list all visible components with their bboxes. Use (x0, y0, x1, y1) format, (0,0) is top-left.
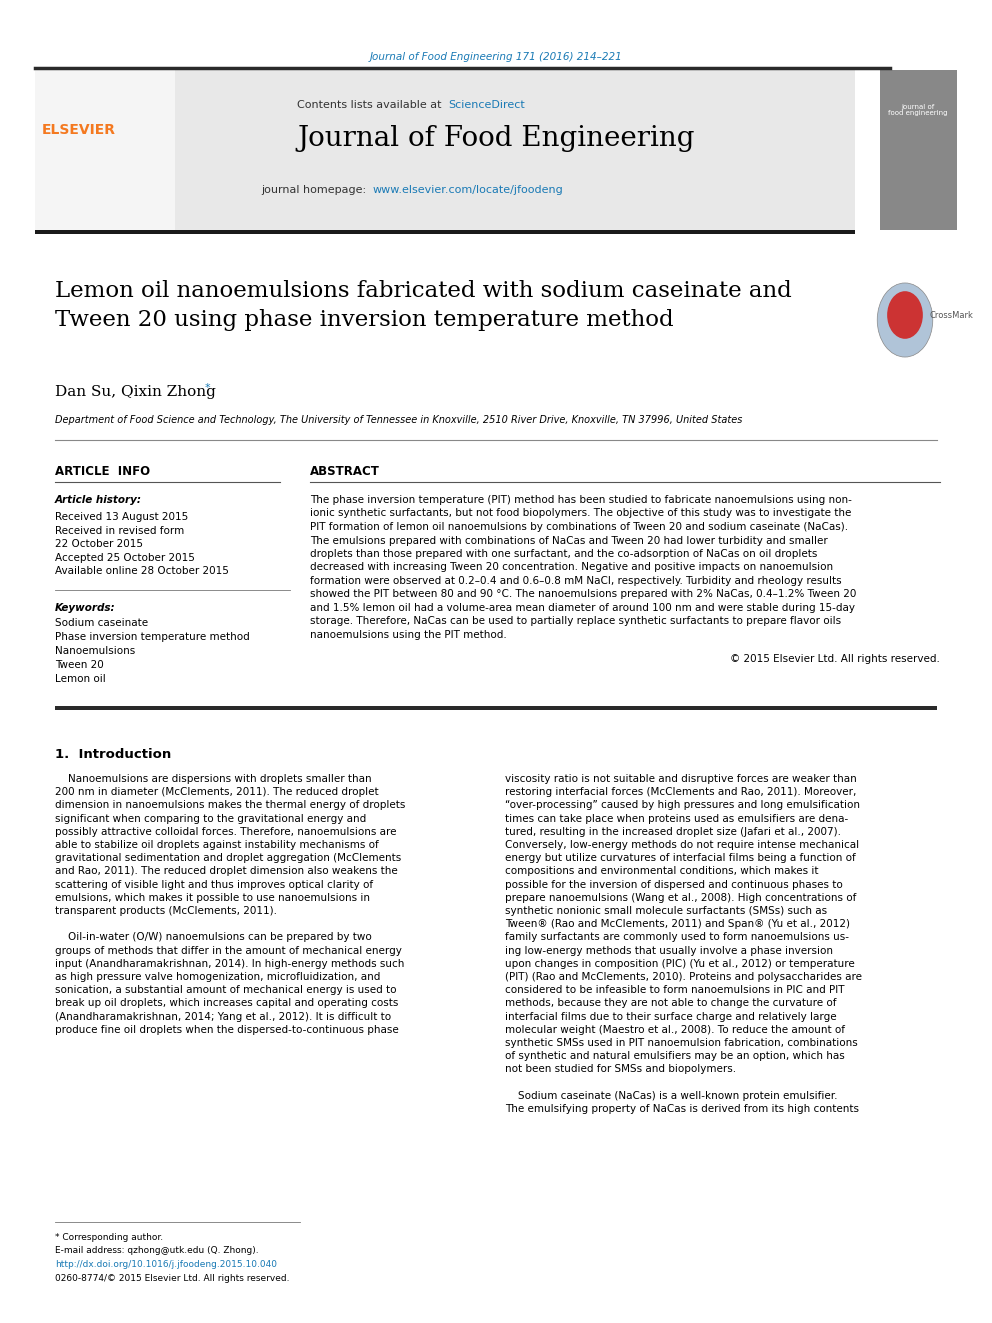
Bar (35, 230, 855, 234)
Text: molecular weight (Maestro et al., 2008). To reduce the amount of: molecular weight (Maestro et al., 2008).… (505, 1025, 845, 1035)
Text: Dan Su, Qixin Zhong: Dan Su, Qixin Zhong (55, 385, 216, 400)
Text: PIT formation of lemon oil nanoemulsions by combinations of Tween 20 and sodium : PIT formation of lemon oil nanoemulsions… (310, 523, 848, 532)
Circle shape (877, 283, 932, 357)
Text: Phase inversion temperature method: Phase inversion temperature method (55, 632, 250, 642)
Text: energy but utilize curvatures of interfacial films being a function of: energy but utilize curvatures of interfa… (505, 853, 856, 863)
Text: possible for the inversion of dispersed and continuous phases to: possible for the inversion of dispersed … (505, 880, 843, 889)
Text: Accepted 25 October 2015: Accepted 25 October 2015 (55, 553, 194, 564)
Text: Available online 28 October 2015: Available online 28 October 2015 (55, 566, 229, 576)
Text: * Corresponding author.: * Corresponding author. (55, 1233, 163, 1242)
Text: E-mail address: qzhong@utk.edu (Q. Zhong).: E-mail address: qzhong@utk.edu (Q. Zhong… (55, 1246, 259, 1256)
Text: viscosity ratio is not suitable and disruptive forces are weaker than: viscosity ratio is not suitable and disr… (505, 774, 857, 785)
Bar (55, 706, 937, 710)
Text: 22 October 2015: 22 October 2015 (55, 538, 143, 549)
Text: (Anandharamakrishnan, 2014; Yang et al., 2012). It is difficult to: (Anandharamakrishnan, 2014; Yang et al.,… (55, 1012, 391, 1021)
Text: journal of
food engineering: journal of food engineering (888, 103, 947, 116)
Text: compositions and environmental conditions, which makes it: compositions and environmental condition… (505, 867, 818, 876)
Text: Tween 20: Tween 20 (55, 660, 104, 669)
Text: family surfactants are commonly used to form nanoemulsions us-: family surfactants are commonly used to … (505, 933, 849, 942)
Text: Nanoemulsions: Nanoemulsions (55, 646, 135, 656)
Text: emulsions, which makes it possible to use nanoemulsions in: emulsions, which makes it possible to us… (55, 893, 370, 902)
Text: Contents lists available at: Contents lists available at (297, 101, 445, 110)
Text: methods, because they are not able to change the curvature of: methods, because they are not able to ch… (505, 999, 836, 1008)
Text: as high pressure valve homogenization, microfluidization, and: as high pressure valve homogenization, m… (55, 972, 380, 982)
Bar (880, 70, 957, 230)
Text: of synthetic and natural emulsifiers may be an option, which has: of synthetic and natural emulsifiers may… (505, 1052, 845, 1061)
Text: ELSEVIER: ELSEVIER (42, 123, 116, 138)
Text: (PIT) (Rao and McClements, 2010). Proteins and polysaccharides are: (PIT) (Rao and McClements, 2010). Protei… (505, 972, 862, 982)
Text: © 2015 Elsevier Ltd. All rights reserved.: © 2015 Elsevier Ltd. All rights reserved… (730, 654, 940, 664)
Text: *: * (205, 382, 210, 393)
Text: Received in revised form: Received in revised form (55, 527, 185, 536)
Text: restoring interfacial forces (McClements and Rao, 2011). Moreover,: restoring interfacial forces (McClements… (505, 787, 856, 798)
Text: input (Anandharamakrishnan, 2014). In high-energy methods such: input (Anandharamakrishnan, 2014). In hi… (55, 959, 405, 968)
Text: Department of Food Science and Technology, The University of Tennessee in Knoxvi: Department of Food Science and Technolog… (55, 415, 742, 425)
Text: and 1.5% lemon oil had a volume-area mean diameter of around 100 nm and were sta: and 1.5% lemon oil had a volume-area mea… (310, 603, 855, 613)
Text: www.elsevier.com/locate/jfoodeng: www.elsevier.com/locate/jfoodeng (373, 185, 563, 194)
Text: synthetic nonionic small molecule surfactants (SMSs) such as: synthetic nonionic small molecule surfac… (505, 906, 827, 916)
Text: Sodium caseinate: Sodium caseinate (55, 618, 148, 628)
Text: storage. Therefore, NaCas can be used to partially replace synthetic surfactants: storage. Therefore, NaCas can be used to… (310, 617, 841, 627)
Text: Journal of Food Engineering: Journal of Food Engineering (298, 124, 694, 152)
Text: Lemon oil nanoemulsions fabricated with sodium caseinate and
Tween 20 using phas: Lemon oil nanoemulsions fabricated with … (55, 280, 792, 331)
Text: Lemon oil: Lemon oil (55, 673, 106, 684)
Text: Tween® (Rao and McClements, 2011) and Span® (Yu et al., 2012): Tween® (Rao and McClements, 2011) and Sp… (505, 919, 850, 929)
Text: 1.  Introduction: 1. Introduction (55, 747, 172, 761)
Text: 0260-8774/© 2015 Elsevier Ltd. All rights reserved.: 0260-8774/© 2015 Elsevier Ltd. All right… (55, 1274, 290, 1283)
Text: synthetic SMSs used in PIT nanoemulsion fabrication, combinations: synthetic SMSs used in PIT nanoemulsion … (505, 1039, 858, 1048)
Text: gravitational sedimentation and droplet aggregation (McClements: gravitational sedimentation and droplet … (55, 853, 401, 863)
Text: formation were observed at 0.2–0.4 and 0.6–0.8 mM NaCl, respectively. Turbidity : formation were observed at 0.2–0.4 and 0… (310, 576, 841, 586)
Text: The phase inversion temperature (PIT) method has been studied to fabricate nanoe: The phase inversion temperature (PIT) me… (310, 495, 852, 505)
Text: decreased with increasing Tween 20 concentration. Negative and positive impacts : decreased with increasing Tween 20 conce… (310, 562, 833, 573)
Text: upon changes in composition (PIC) (Yu et al., 2012) or temperature: upon changes in composition (PIC) (Yu et… (505, 959, 855, 968)
Text: ARTICLE  INFO: ARTICLE INFO (55, 464, 150, 478)
Text: scattering of visible light and thus improves optical clarity of: scattering of visible light and thus imp… (55, 880, 373, 889)
Text: nanoemulsions using the PIT method.: nanoemulsions using the PIT method. (310, 630, 507, 640)
Text: ABSTRACT: ABSTRACT (310, 464, 380, 478)
Bar (35, 70, 855, 230)
Circle shape (887, 291, 923, 339)
Text: Received 13 August 2015: Received 13 August 2015 (55, 512, 188, 523)
Text: Journal of Food Engineering 171 (2016) 214–221: Journal of Food Engineering 171 (2016) 2… (370, 52, 622, 62)
Text: transparent products (McClements, 2011).: transparent products (McClements, 2011). (55, 906, 277, 916)
Text: http://dx.doi.org/10.1016/j.jfoodeng.2015.10.040: http://dx.doi.org/10.1016/j.jfoodeng.201… (55, 1259, 277, 1269)
Text: not been studied for SMSs and biopolymers.: not been studied for SMSs and biopolymer… (505, 1065, 736, 1074)
Text: journal homepage:: journal homepage: (261, 185, 370, 194)
Text: times can take place when proteins used as emulsifiers are dena-: times can take place when proteins used … (505, 814, 848, 824)
Text: tured, resulting in the increased droplet size (Jafari et al., 2007).: tured, resulting in the increased drople… (505, 827, 841, 837)
Text: sonication, a substantial amount of mechanical energy is used to: sonication, a substantial amount of mech… (55, 986, 397, 995)
Text: break up oil droplets, which increases capital and operating costs: break up oil droplets, which increases c… (55, 999, 399, 1008)
Text: CrossMark: CrossMark (930, 311, 974, 319)
Text: Nanoemulsions are dispersions with droplets smaller than: Nanoemulsions are dispersions with dropl… (55, 774, 372, 785)
Text: Conversely, low-energy methods do not require intense mechanical: Conversely, low-energy methods do not re… (505, 840, 859, 849)
Text: dimension in nanoemulsions makes the thermal energy of droplets: dimension in nanoemulsions makes the the… (55, 800, 406, 811)
Text: Keywords:: Keywords: (55, 603, 116, 613)
Text: 200 nm in diameter (McClements, 2011). The reduced droplet: 200 nm in diameter (McClements, 2011). T… (55, 787, 379, 798)
Text: able to stabilize oil droplets against instability mechanisms of: able to stabilize oil droplets against i… (55, 840, 379, 849)
Text: The emulsifying property of NaCas is derived from its high contents: The emulsifying property of NaCas is der… (505, 1103, 859, 1114)
Text: Sodium caseinate (NaCas) is a well-known protein emulsifier.: Sodium caseinate (NaCas) is a well-known… (505, 1090, 837, 1101)
Text: considered to be infeasible to form nanoemulsions in PIC and PIT: considered to be infeasible to form nano… (505, 986, 844, 995)
Text: and Rao, 2011). The reduced droplet dimension also weakens the: and Rao, 2011). The reduced droplet dime… (55, 867, 398, 876)
Text: ing low-energy methods that usually involve a phase inversion: ing low-energy methods that usually invo… (505, 946, 833, 955)
Text: produce fine oil droplets when the dispersed-to-continuous phase: produce fine oil droplets when the dispe… (55, 1025, 399, 1035)
Text: groups of methods that differ in the amount of mechanical energy: groups of methods that differ in the amo… (55, 946, 402, 955)
Text: interfacial films due to their surface charge and relatively large: interfacial films due to their surface c… (505, 1012, 836, 1021)
Text: Article history:: Article history: (55, 495, 142, 505)
Text: droplets than those prepared with one surfactant, and the co-adsorption of NaCas: droplets than those prepared with one su… (310, 549, 817, 560)
Text: significant when comparing to the gravitational energy and: significant when comparing to the gravit… (55, 814, 366, 824)
Text: showed the PIT between 80 and 90 °C. The nanoemulsions prepared with 2% NaCas, 0: showed the PIT between 80 and 90 °C. The… (310, 590, 856, 599)
Text: possibly attractive colloidal forces. Therefore, nanoemulsions are: possibly attractive colloidal forces. Th… (55, 827, 397, 837)
Text: The emulsions prepared with combinations of NaCas and Tween 20 had lower turbidi: The emulsions prepared with combinations… (310, 536, 827, 545)
Text: ionic synthetic surfactants, but not food biopolymers. The objective of this stu: ionic synthetic surfactants, but not foo… (310, 508, 851, 519)
Bar (35, 70, 175, 230)
Text: Oil-in-water (O/W) nanoemulsions can be prepared by two: Oil-in-water (O/W) nanoemulsions can be … (55, 933, 372, 942)
Text: ScienceDirect: ScienceDirect (448, 101, 525, 110)
Text: “over-processing” caused by high pressures and long emulsification: “over-processing” caused by high pressur… (505, 800, 860, 811)
Text: prepare nanoemulsions (Wang et al., 2008). High concentrations of: prepare nanoemulsions (Wang et al., 2008… (505, 893, 856, 902)
